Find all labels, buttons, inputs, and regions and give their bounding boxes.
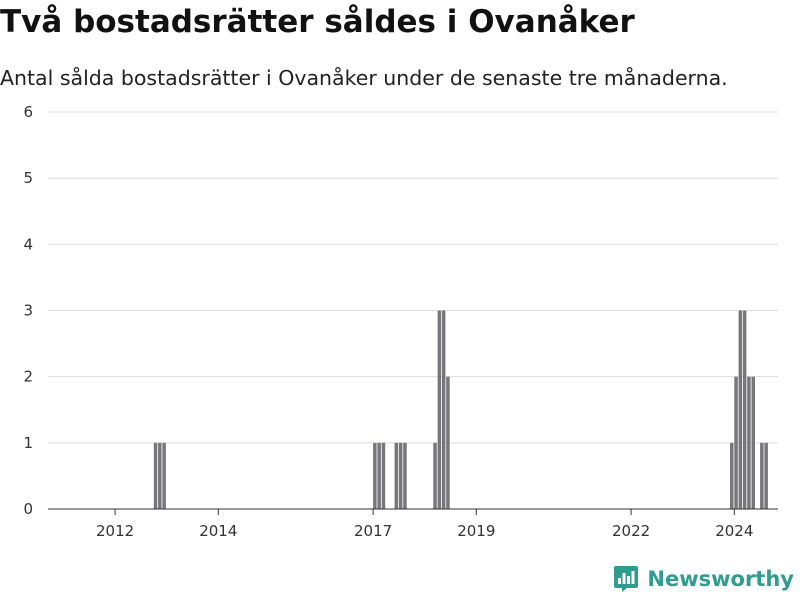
y-tick-label: 6 <box>23 103 33 121</box>
x-axis-ticks: 2012 2014 2017 2019 2022 2024 <box>96 509 753 540</box>
newsworthy-logo-icon <box>614 566 639 592</box>
y-tick-label: 3 <box>23 302 33 320</box>
bars <box>153 310 768 509</box>
bar <box>747 376 751 509</box>
bar <box>153 442 158 509</box>
bar <box>377 442 381 509</box>
x-tick-label: 2024 <box>715 522 753 540</box>
bar <box>441 310 446 509</box>
x-tick-label: 2022 <box>612 522 650 540</box>
bar <box>760 442 764 509</box>
x-tick-label: 2017 <box>354 522 392 540</box>
x-tick-label: 2019 <box>457 522 495 540</box>
chart-title: Två bostadsrätter såldes i Ovanåker <box>0 4 635 40</box>
bar <box>446 376 450 509</box>
x-tick-label: 2014 <box>199 522 237 540</box>
bar <box>751 376 755 509</box>
y-tick-label: 5 <box>23 169 33 187</box>
bar <box>381 442 386 509</box>
grid-lines <box>48 111 778 444</box>
y-tick-label: 0 <box>23 500 33 518</box>
bar <box>373 442 377 509</box>
bar <box>730 442 734 509</box>
bar <box>403 442 407 509</box>
y-tick-label: 2 <box>23 368 33 386</box>
bar <box>738 310 743 509</box>
brand-logo: Newsworthy <box>613 564 794 594</box>
x-tick-label: 2012 <box>96 522 134 540</box>
y-axis-ticks: 0 1 2 3 4 5 6 <box>23 103 33 518</box>
brand-name: Newsworthy <box>647 567 794 591</box>
bar <box>742 310 747 509</box>
y-tick-label: 4 <box>23 235 33 253</box>
chart-subtitle: Antal sålda bostadsrätter i Ovanåker und… <box>0 66 728 90</box>
bar <box>734 376 738 509</box>
bar <box>398 442 403 509</box>
bar <box>394 442 399 509</box>
bar <box>437 310 442 509</box>
y-tick-label: 1 <box>23 434 33 452</box>
bar <box>158 442 162 509</box>
bar <box>162 442 166 509</box>
bar <box>433 442 437 509</box>
bar <box>764 442 768 509</box>
bar-chart: 0 1 2 3 4 5 6 2012 2014 2017 2019 2022 2024 2 <box>23 103 778 540</box>
